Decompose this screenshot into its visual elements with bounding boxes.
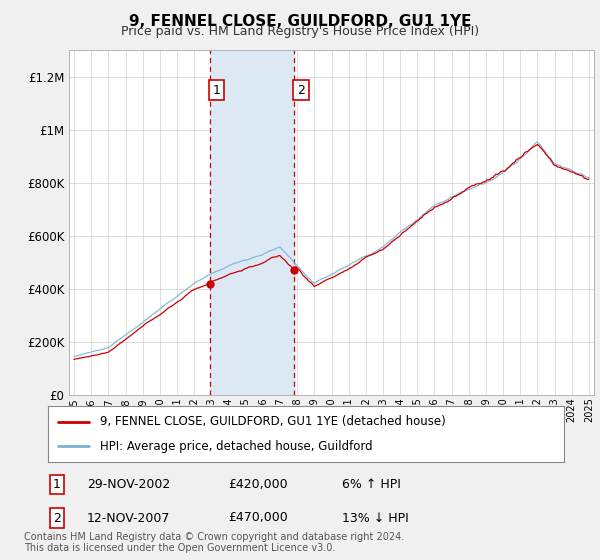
Text: £420,000: £420,000 xyxy=(228,478,287,491)
Text: 1: 1 xyxy=(53,478,61,491)
Text: Price paid vs. HM Land Registry's House Price Index (HPI): Price paid vs. HM Land Registry's House … xyxy=(121,25,479,38)
Text: 9, FENNEL CLOSE, GUILDFORD, GU1 1YE: 9, FENNEL CLOSE, GUILDFORD, GU1 1YE xyxy=(129,14,471,29)
Bar xyxy=(210,50,295,395)
Text: 2: 2 xyxy=(53,511,61,525)
Text: 1: 1 xyxy=(212,83,220,97)
Text: 9, FENNEL CLOSE, GUILDFORD, GU1 1YE (detached house): 9, FENNEL CLOSE, GUILDFORD, GU1 1YE (det… xyxy=(100,415,445,428)
Text: 13% ↓ HPI: 13% ↓ HPI xyxy=(342,511,409,525)
Text: HPI: Average price, detached house, Guildford: HPI: Average price, detached house, Guil… xyxy=(100,440,372,453)
Text: 6% ↑ HPI: 6% ↑ HPI xyxy=(342,478,401,491)
Text: £470,000: £470,000 xyxy=(228,511,288,525)
Text: 2: 2 xyxy=(297,83,305,97)
Text: 29-NOV-2002: 29-NOV-2002 xyxy=(87,478,170,491)
Text: Contains HM Land Registry data © Crown copyright and database right 2024.
This d: Contains HM Land Registry data © Crown c… xyxy=(24,531,404,553)
Text: 12-NOV-2007: 12-NOV-2007 xyxy=(87,511,170,525)
